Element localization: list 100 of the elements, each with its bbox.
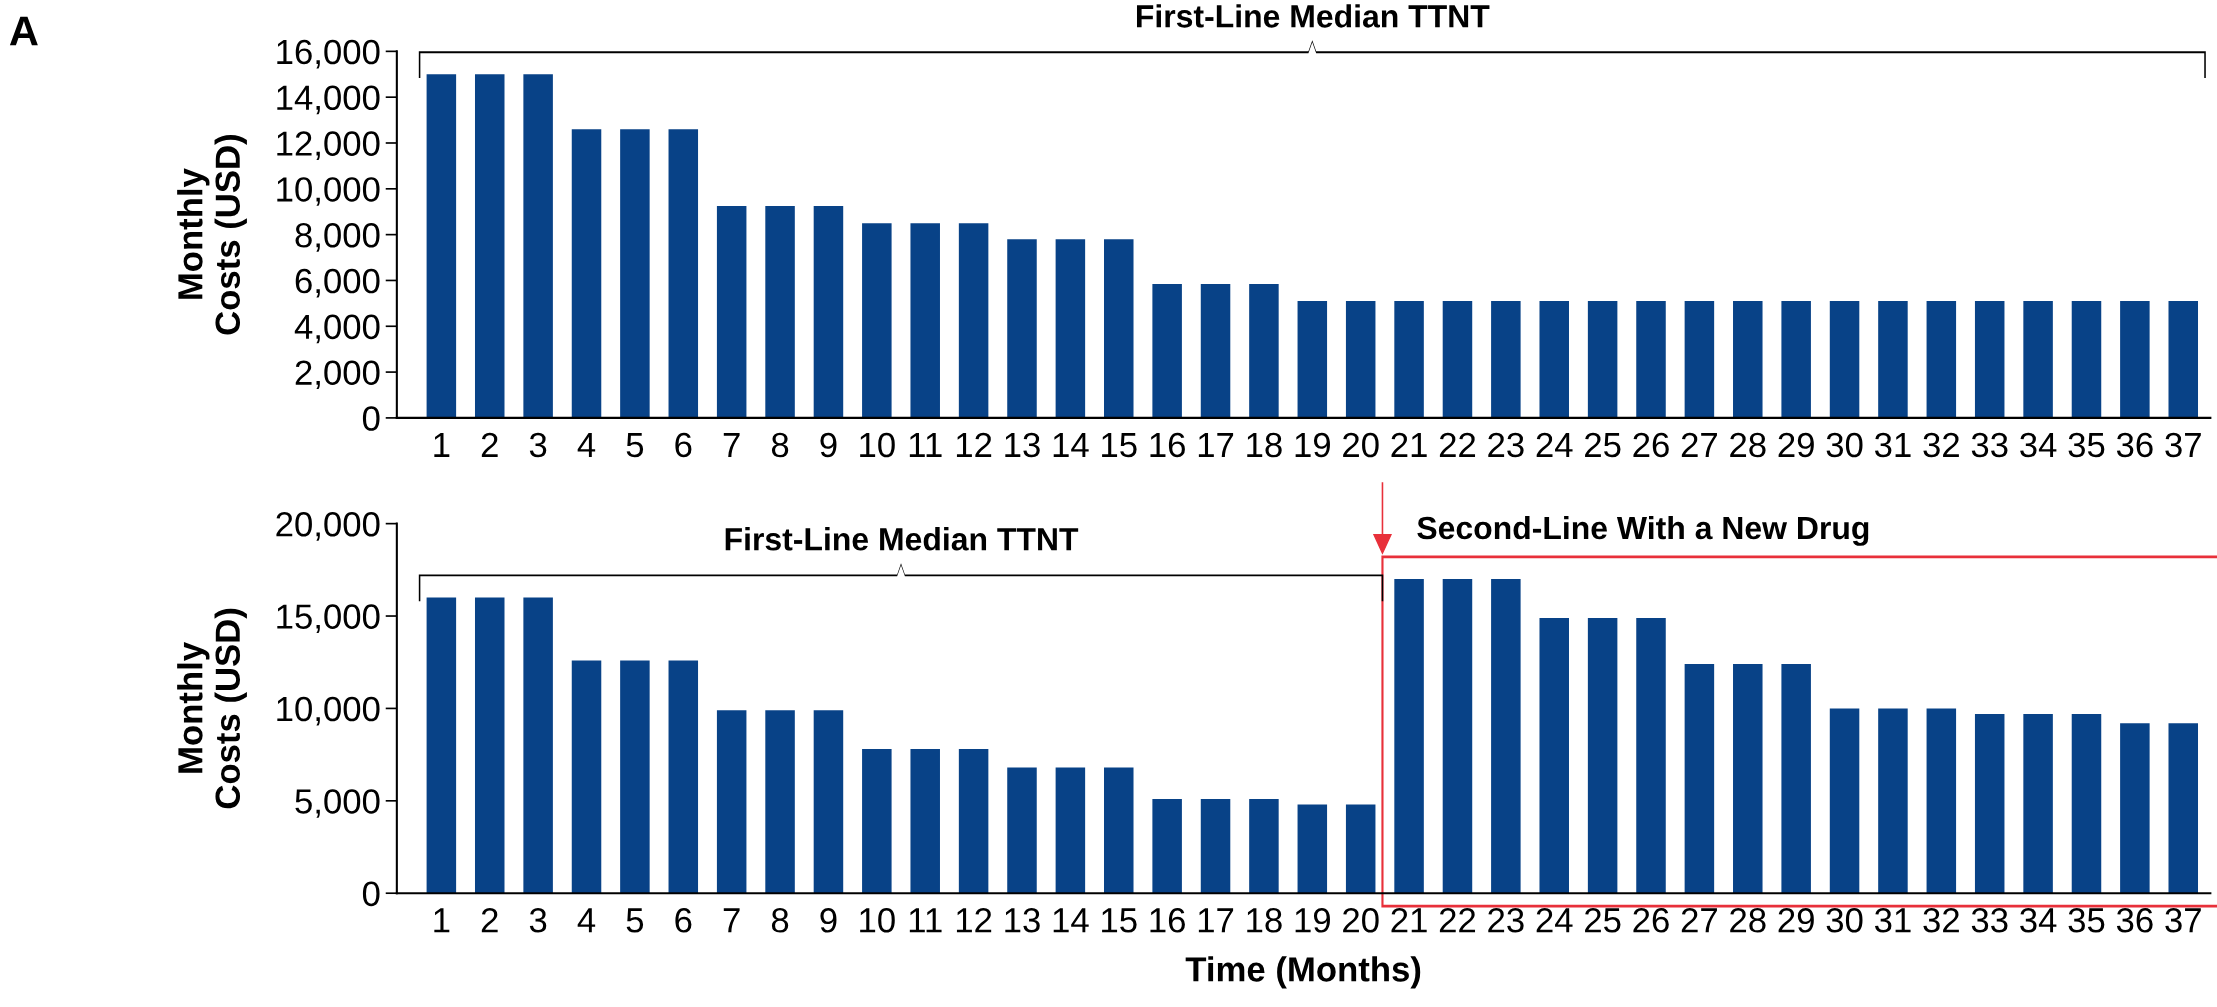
bar: [1781, 664, 1811, 894]
bar: [910, 223, 940, 418]
bar: [813, 710, 844, 894]
bar: [1878, 708, 1908, 894]
bar: [1491, 579, 1521, 894]
x-tick-label: 8: [771, 908, 789, 933]
bar: [1926, 708, 1957, 894]
annotation: Second-Line With a New Drug: [1417, 515, 1869, 546]
bar: [1587, 617, 1618, 894]
bar: [716, 710, 747, 894]
x-tick-label: 12: [956, 908, 992, 933]
bar: [1104, 239, 1134, 418]
bar: [1297, 804, 1328, 894]
text: A: [9, 16, 38, 46]
x-tick-label: 2: [481, 432, 498, 457]
bar: [1684, 664, 1715, 894]
x-tick-label: 31: [1874, 432, 1911, 458]
bar: [1636, 301, 1666, 418]
y-tick-label: 10,000: [277, 696, 380, 726]
x-tick-label: 18: [1247, 908, 1282, 933]
x-tick-label: 32: [1923, 908, 1959, 933]
x-tick-label: 36: [2116, 432, 2153, 458]
y-axis-title: Monthly Costs (USD): [177, 608, 247, 809]
bar: [813, 205, 844, 418]
bar: [1829, 708, 1860, 894]
x-tick-label: 22: [1439, 908, 1476, 933]
bar: [862, 749, 892, 894]
bar: [426, 597, 457, 894]
x-tick-label: 35: [2068, 908, 2105, 933]
x-tick-label: 26: [1633, 432, 1669, 458]
x-tick-label: 10: [860, 432, 895, 458]
x-tick-label: 13: [1005, 432, 1040, 458]
x-tick-label: 37: [2165, 432, 2201, 458]
bar: [1007, 767, 1037, 894]
bar: [1442, 579, 1473, 894]
bar: [523, 74, 553, 418]
bar: [1152, 283, 1182, 418]
x-tick-label: 6: [675, 432, 692, 458]
x-tick-label: 1: [434, 908, 450, 933]
bar: [2120, 301, 2150, 418]
bar: [668, 660, 699, 894]
bar: [523, 597, 553, 894]
x-tick-label: 1: [434, 433, 450, 457]
bar: [1587, 301, 1618, 418]
bar: [1249, 283, 1279, 418]
x-tick-label: 14: [1053, 433, 1089, 457]
x-tick-label: 20: [1343, 432, 1379, 458]
x-tick-label: 37: [2165, 908, 2201, 933]
x-tick-label: 14: [1053, 908, 1089, 933]
x-tick-label: 2: [481, 908, 498, 933]
bar: [1781, 301, 1811, 418]
bar: [571, 660, 602, 894]
bar: [716, 205, 747, 418]
bar: [1152, 798, 1182, 894]
x-tick-label: 19: [1295, 908, 1330, 933]
x-tick-label: 23: [1488, 908, 1524, 933]
x-tick-label: 15: [1102, 908, 1137, 933]
bar: [1974, 713, 2005, 894]
x-tick-label: 9: [820, 432, 837, 458]
bar: [1684, 301, 1715, 418]
bar: [1104, 767, 1134, 894]
x-tick-label: 4: [577, 908, 596, 933]
x-tick-label: 28: [1730, 908, 1766, 933]
x-tick-label: 9: [820, 908, 837, 933]
y-tick-label: 2,000: [295, 360, 380, 390]
x-tick-label: 29: [1778, 908, 1814, 933]
x-tick-label: 35: [2068, 432, 2105, 458]
x-tick-label: 29: [1778, 432, 1814, 458]
x-tick-label: 23: [1488, 432, 1524, 458]
x-tick-label: 25: [1585, 432, 1621, 458]
x-tick-label: 19: [1295, 432, 1330, 458]
x-tick-label: 16: [1150, 908, 1185, 933]
x-tick-label: 34: [2020, 908, 2057, 933]
x-tick-label: 25: [1585, 908, 1621, 933]
x-tick-label: 5: [626, 908, 644, 933]
bar: [1345, 804, 1376, 894]
x-tick-label: 3: [529, 908, 547, 933]
x-tick-label: 17: [1198, 908, 1234, 933]
x-tick-label: 15: [1102, 433, 1137, 458]
bar: [1055, 239, 1086, 418]
bar: [1200, 283, 1231, 418]
annotation: First-Line Median TTNT: [725, 527, 1079, 551]
bar: [2071, 301, 2102, 418]
bar: [1442, 301, 1473, 418]
y-tick-label: 10,000: [277, 177, 380, 206]
x-tick-label: 32: [1923, 432, 1959, 458]
x-axis-title: Time (Months): [1185, 956, 1421, 989]
bar: [1007, 239, 1037, 418]
bar: [2168, 301, 2199, 418]
bar: [2023, 713, 2053, 894]
text: First-Line Median TTNT: [1136, 4, 1490, 28]
x-tick-label: 6: [675, 908, 692, 933]
bar: [1200, 798, 1231, 894]
bar: [474, 74, 505, 418]
bar: [620, 129, 650, 418]
bar: [958, 223, 989, 418]
x-tick-label: 18: [1247, 432, 1282, 458]
x-tick-label: 34: [2020, 432, 2057, 458]
bar: [2071, 713, 2102, 894]
bar: [1345, 301, 1376, 418]
